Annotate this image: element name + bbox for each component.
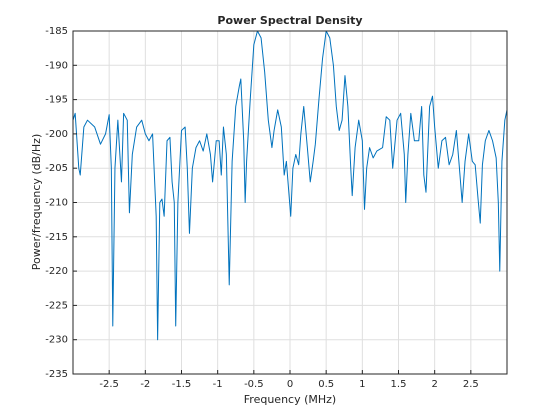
series — [72, 30, 508, 341]
y-tick-label: -210 — [45, 198, 68, 209]
x-tick-label: 2 — [431, 379, 437, 390]
y-tick-label: -225 — [45, 300, 68, 311]
x-tick-label: 2.5 — [463, 379, 479, 390]
x-tick-label: -2 — [140, 379, 150, 390]
y-tick-label: -215 — [45, 232, 68, 243]
psd-line — [72, 30, 508, 341]
y-tick-label: -200 — [45, 129, 68, 140]
x-tick-label: 1.5 — [391, 379, 407, 390]
y-tick-label: -205 — [45, 163, 68, 174]
x-tick-label: -1.5 — [172, 379, 192, 390]
y-tick-label: -235 — [45, 369, 68, 380]
x-tick-label: 1 — [359, 379, 365, 390]
y-tick-label: -185 — [45, 26, 68, 37]
x-tick-label: -0.5 — [244, 379, 264, 390]
x-tick-label: 0 — [287, 379, 293, 390]
ticks: -2.5 -2 -1.5 -1 -0.5 0 0.5 1 1.5 2 2.5 -235 -230 -225… — [45, 26, 478, 390]
x-axis-label: Frequency (MHz) — [244, 393, 336, 406]
x-tick-label: -1 — [213, 379, 223, 390]
y-axis-label: Power/frequency (dB/Hz) — [30, 134, 43, 271]
chart-title: Power Spectral Density — [217, 14, 362, 27]
y-tick-label: -220 — [45, 266, 68, 277]
y-tick-label: -190 — [45, 60, 68, 71]
x-tick-label: -2.5 — [99, 379, 119, 390]
y-tick-label: -195 — [45, 95, 68, 106]
y-tick-label: -230 — [45, 335, 68, 346]
x-tick-label: 0.5 — [318, 379, 334, 390]
